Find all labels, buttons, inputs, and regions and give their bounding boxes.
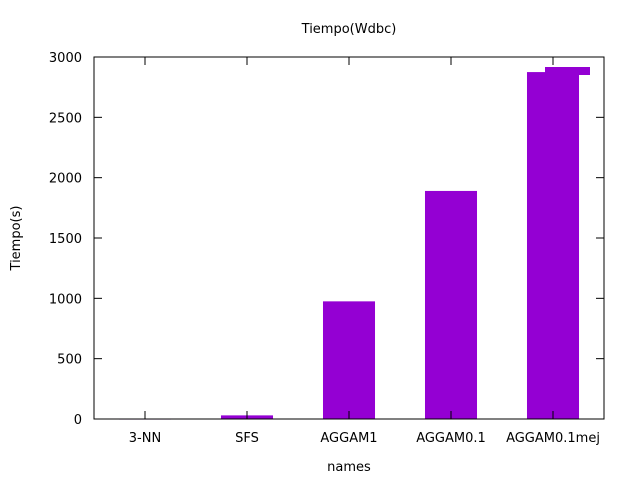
x-tick-label-sfs: SFS [235,431,259,446]
x-tick-label-3-nn: 3-NN [129,431,161,446]
y-tick-label-0: 0 [74,413,82,428]
bar-aggam0-1 [424,190,478,419]
x-tick-label-aggam0-1: AGGAM0.1 [416,431,486,446]
y-tick-label-2500: 2500 [49,111,82,126]
legend-key [545,67,590,75]
y-axis-title: Tiempo(s) [9,206,24,272]
bar-aggam1 [322,301,376,419]
bar-aggam0-1mej [526,72,580,419]
x-axis-title: names [327,460,371,475]
y-tick-label-2000: 2000 [49,172,82,187]
y-tick-label-3000: 3000 [49,51,82,66]
y-tick-label-1000: 1000 [49,292,82,307]
y-tick-label-500: 500 [57,353,82,368]
plot-area: 0 500 1000 1500 2000 2500 3000 3-NN SFS AGGAM1 AGG… [49,51,605,446]
x-tick-label-aggam1: AGGAM1 [320,431,377,446]
x-tick-label-aggam0-1mej: AGGAM0.1mej [506,431,600,446]
y-tick-label-1500: 1500 [49,232,82,247]
chart-title: Tiempo(Wdbc) [301,22,397,37]
